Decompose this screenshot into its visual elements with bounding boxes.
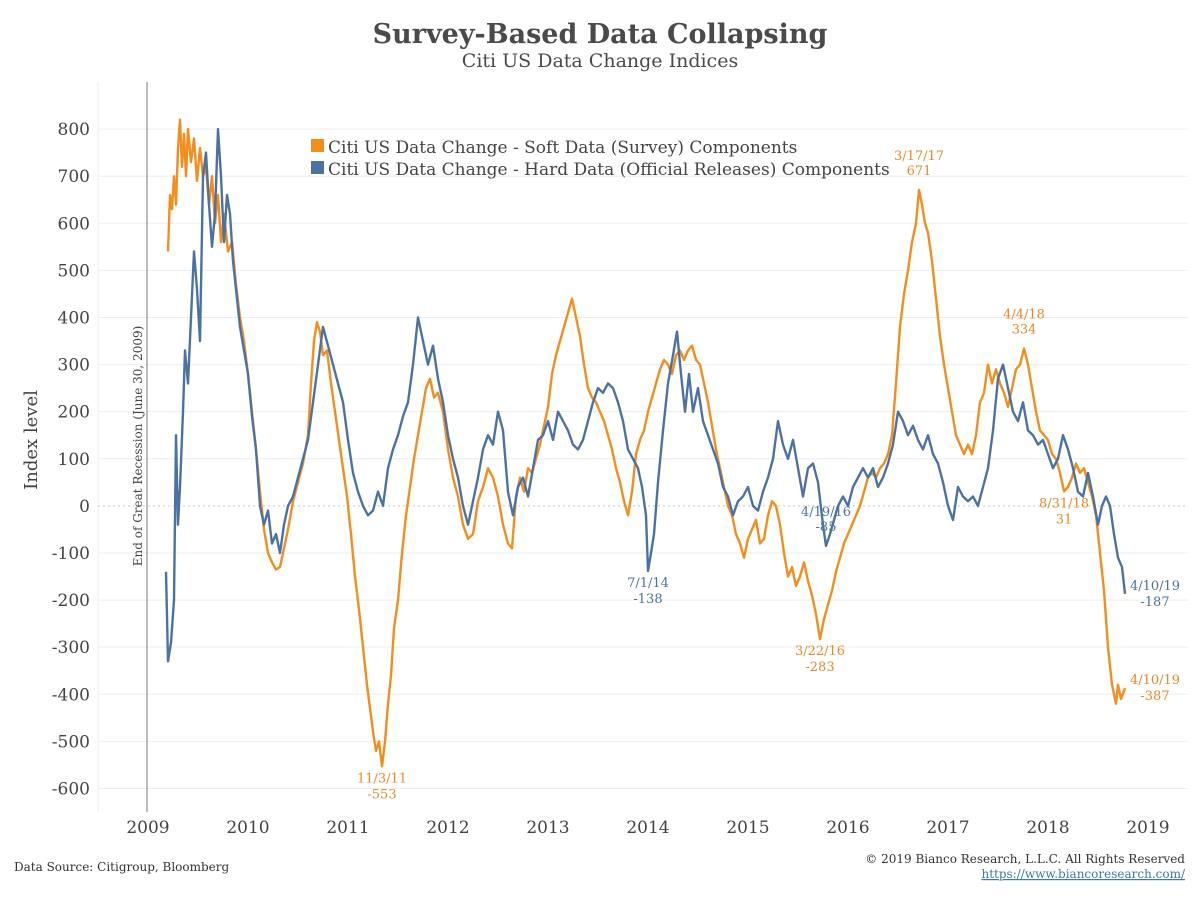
x-tick-label: 2011 bbox=[326, 818, 369, 838]
chart-title: Survey-Based Data Collapsing bbox=[373, 19, 828, 50]
annotation-value: 334 bbox=[1012, 323, 1037, 338]
x-tick-label: 2012 bbox=[426, 818, 469, 838]
soft-data-line bbox=[166, 118, 1127, 768]
annotation-value: -553 bbox=[367, 787, 396, 802]
annotation-date: 4/10/19 bbox=[1130, 579, 1180, 594]
y-tick-label: 300 bbox=[58, 356, 90, 376]
x-tick-label: 2019 bbox=[1126, 818, 1169, 838]
y-tick-label: 800 bbox=[58, 120, 90, 140]
y-axis-label: Index level bbox=[21, 390, 42, 490]
annotation-value: -85 bbox=[816, 520, 837, 535]
website-link[interactable]: https://www.biancoresearch.com/ bbox=[981, 867, 1185, 881]
annotation-value: -138 bbox=[633, 592, 662, 607]
legend-label-soft: Citi US Data Change - Soft Data (Survey)… bbox=[328, 138, 797, 158]
data-source: Data Source: Citigroup, Bloomberg bbox=[14, 860, 230, 874]
y-tick-label: 0 bbox=[79, 497, 90, 517]
y-tick-label: -500 bbox=[52, 732, 90, 752]
legend-swatch-hard bbox=[311, 161, 324, 174]
annotation-value: -387 bbox=[1140, 689, 1169, 704]
annotation-date: 4/4/18 bbox=[1003, 308, 1045, 323]
y-tick-label: 600 bbox=[58, 214, 90, 234]
annotation-date: 11/3/11 bbox=[357, 771, 407, 786]
annotations: 11/3/11-5537/1/14-1383/22/16-2834/19/16-… bbox=[357, 149, 1180, 802]
y-tick-label: -600 bbox=[52, 779, 90, 799]
gridlines bbox=[97, 82, 1188, 812]
y-tick-label: -100 bbox=[52, 544, 90, 564]
x-tick-label: 2016 bbox=[826, 818, 869, 838]
y-tick-label: 200 bbox=[58, 403, 90, 423]
y-axis-ticks: -600 -500 -400 -300 -200 -100 0 100 200 300 400 500… bbox=[52, 120, 90, 799]
annotation-date: 4/10/19 bbox=[1130, 673, 1180, 688]
legend: Citi US Data Change - Soft Data (Survey)… bbox=[311, 138, 890, 180]
legend-label-hard: Citi US Data Change - Hard Data (Officia… bbox=[328, 160, 890, 180]
annotation-date: 3/22/16 bbox=[795, 644, 845, 659]
x-tick-label: 2013 bbox=[526, 818, 569, 838]
y-tick-label: -200 bbox=[52, 591, 90, 611]
annotation-value: 671 bbox=[907, 164, 932, 179]
annotation-value: -187 bbox=[1140, 595, 1169, 610]
y-tick-label: 400 bbox=[58, 308, 90, 328]
x-tick-label: 2018 bbox=[1026, 818, 1069, 838]
annotation-date: 7/1/14 bbox=[627, 576, 669, 591]
x-axis-ticks: 2009 2010 2011 2012 2013 2014 2015 2016 2017 2018… bbox=[126, 818, 1169, 838]
copyright: © 2019 Bianco Research, L.L.C. All Right… bbox=[865, 852, 1185, 866]
x-tick-label: 2014 bbox=[626, 818, 669, 838]
x-tick-label: 2010 bbox=[226, 818, 269, 838]
y-tick-label: 500 bbox=[58, 261, 90, 281]
y-tick-label: 100 bbox=[58, 450, 90, 470]
x-tick-label: 2017 bbox=[926, 818, 969, 838]
annotation-date: 4/19/16 bbox=[801, 505, 851, 520]
annotation-date: 8/31/18 bbox=[1039, 496, 1089, 511]
y-tick-label: -300 bbox=[52, 638, 90, 658]
recession-label: End of Great Recession (June 30, 2009) bbox=[131, 326, 145, 567]
y-tick-label: 700 bbox=[58, 167, 90, 187]
hard-data-line bbox=[164, 127, 1127, 663]
annotation-value: -283 bbox=[805, 660, 834, 675]
legend-swatch-soft bbox=[311, 139, 324, 152]
chart-subtitle: Citi US Data Change Indices bbox=[462, 50, 738, 72]
annotation-date: 3/17/17 bbox=[894, 149, 944, 164]
series-lines bbox=[164, 118, 1127, 768]
x-tick-label: 2009 bbox=[126, 818, 169, 838]
recession-marker: End of Great Recession (June 30, 2009) bbox=[131, 82, 148, 812]
x-tick-label: 2015 bbox=[726, 818, 769, 838]
y-tick-label: -400 bbox=[52, 685, 90, 705]
annotation-value: 31 bbox=[1056, 512, 1073, 527]
